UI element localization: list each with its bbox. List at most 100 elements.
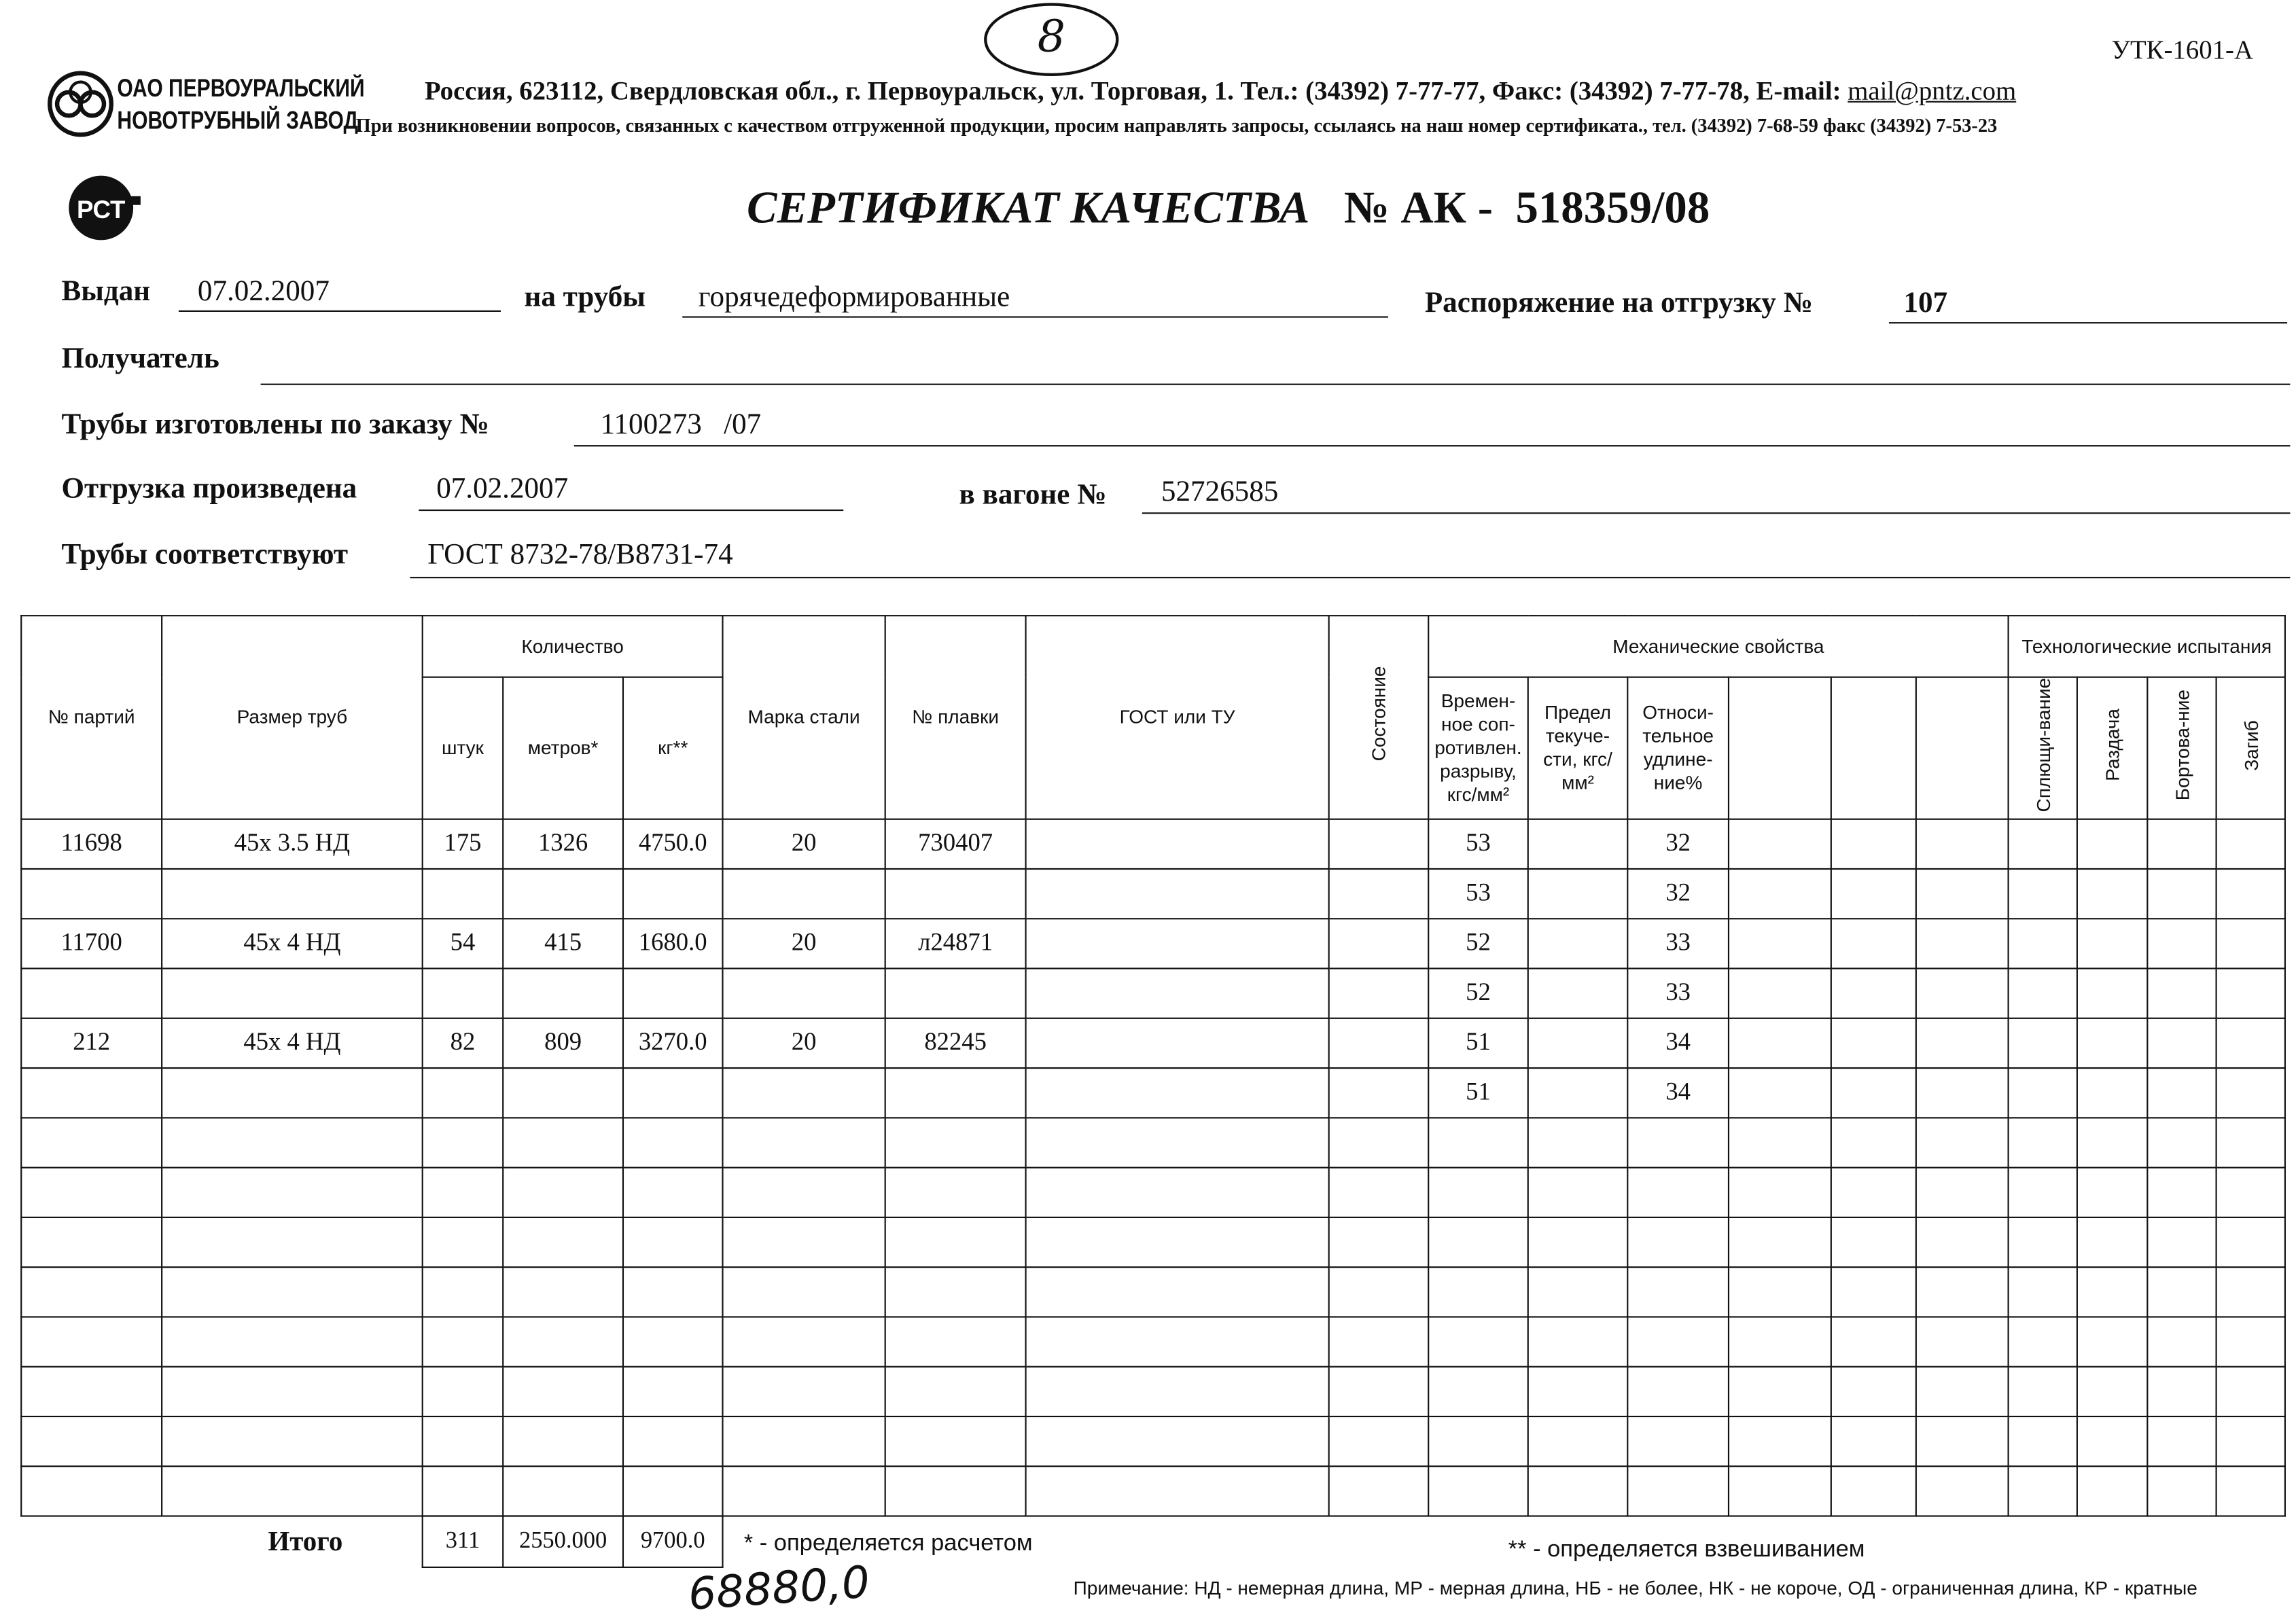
cell-bend [2215, 1067, 2286, 1118]
cell-heat [884, 1166, 1027, 1218]
cell-size: 45x 4 НД [161, 917, 423, 969]
cell-heat [884, 967, 1027, 1019]
cell-grade [722, 1116, 886, 1169]
cell-kg [622, 1116, 724, 1169]
email-link[interactable]: mail@pntz.com [1848, 76, 2017, 106]
cell-elong: 34 [1627, 1067, 1730, 1118]
cell-m4 [1727, 1116, 1832, 1169]
table-row [20, 1315, 2286, 1368]
cell-kg [622, 1465, 724, 1516]
made-underline [573, 445, 2291, 447]
cell-bend [2215, 1315, 2286, 1368]
table-row: 51 34 [20, 1067, 2286, 1118]
cell-batch [20, 1216, 163, 1268]
cell-m4 [1727, 1366, 1832, 1417]
cell-batch [20, 967, 163, 1019]
cell-kg [622, 868, 724, 919]
pipes-label: на трубы [524, 281, 646, 314]
cell-m6 [1915, 917, 2009, 969]
cell-state [1328, 1266, 1430, 1317]
cell-bend [2215, 1116, 2286, 1169]
cell-state [1328, 1017, 1430, 1069]
made-value: 1100273 /07 [600, 408, 762, 441]
cell-m4 [1727, 1415, 1832, 1467]
cell-m4 [1727, 1067, 1832, 1118]
cell-m4 [1727, 1166, 1832, 1218]
table-row [20, 1415, 2286, 1467]
header-pcs: штук [421, 676, 504, 820]
cell-batch: 212 [20, 1017, 163, 1069]
cell-m5 [1830, 1315, 1917, 1368]
cell-elong [1627, 1116, 1730, 1169]
cell-yield [1527, 1465, 1629, 1516]
cell-m6 [1915, 1266, 2009, 1317]
cell-bend [2215, 1266, 2286, 1317]
header-kg: кг** [622, 676, 724, 820]
header-yield: Предел текуче-сти, кгс/мм² [1527, 676, 1629, 820]
cell-m5 [1830, 917, 1917, 969]
cell-expand [2076, 1465, 2149, 1516]
cell-flange [2147, 1465, 2217, 1516]
cell-meters [502, 1166, 624, 1218]
shipped-underline [419, 509, 844, 512]
cell-yield [1527, 1366, 1629, 1417]
cell-grade: 20 [722, 917, 886, 969]
cell-elong [1627, 1315, 1730, 1368]
cell-yield [1527, 1266, 1629, 1317]
cell-heat [884, 1216, 1027, 1268]
cell-size [161, 1166, 423, 1218]
cell-m6 [1915, 1116, 2009, 1169]
cell-bend [2215, 1366, 2286, 1417]
cell-gost [1025, 1415, 1330, 1467]
made-label: Трубы изготовлены по заказу № [61, 408, 489, 441]
wagon-underline [1142, 512, 2291, 514]
cell-m6 [1915, 967, 2009, 1019]
cell-m5 [1830, 1366, 1917, 1417]
cell-state [1328, 1315, 1430, 1368]
cell-flat [2007, 1017, 2078, 1069]
cell-size [161, 1315, 423, 1368]
cell-batch [20, 1366, 163, 1417]
header-mech: Механические свойства [1428, 615, 2009, 678]
cell-m6 [1915, 1465, 2009, 1516]
order-label: Распоряжение на отгрузку № [1424, 287, 1813, 319]
cell-yield [1527, 1415, 1629, 1467]
cell-tensile: 51 [1428, 1017, 1529, 1069]
cell-kg: 4750.0 [622, 818, 724, 870]
cell-m5 [1830, 1266, 1917, 1317]
cell-flat [2007, 1067, 2078, 1118]
cell-elong: 32 [1627, 868, 1730, 919]
header-state: Состояние [1328, 615, 1430, 820]
cell-flange [2147, 1067, 2217, 1118]
header-expand: Раздача [2076, 676, 2149, 820]
cell-yield [1527, 1216, 1629, 1268]
cell-m6 [1915, 1067, 2009, 1118]
cell-grade [722, 1166, 886, 1218]
header-heat: № плавки [884, 615, 1027, 820]
cell-batch [20, 1465, 163, 1516]
cell-gost [1025, 1067, 1330, 1118]
cell-m5 [1830, 967, 1917, 1019]
company-logo-icon [47, 70, 114, 137]
cell-bend [2215, 1166, 2286, 1218]
cell-expand [2076, 1116, 2149, 1169]
cell-tensile [1428, 1415, 1529, 1467]
cell-pcs: 82 [421, 1017, 504, 1069]
cell-pcs [421, 1067, 504, 1118]
cell-bend [2215, 917, 2286, 969]
cell-bend [2215, 868, 2286, 919]
cell-heat: 730407 [884, 818, 1027, 870]
cell-size [161, 1366, 423, 1417]
footnote-calculated: * - определяется расчетом [743, 1531, 1033, 1556]
cell-yield [1527, 868, 1629, 919]
cell-pcs: 54 [421, 917, 504, 969]
cell-tensile: 53 [1428, 868, 1529, 919]
cell-pcs [421, 868, 504, 919]
cell-state [1328, 967, 1430, 1019]
header-grade: Марка стали [722, 615, 886, 820]
cell-batch: 11698 [20, 818, 163, 870]
cell-grade [722, 1415, 886, 1467]
cell-m5 [1830, 1465, 1917, 1516]
cell-flange [2147, 1116, 2217, 1169]
